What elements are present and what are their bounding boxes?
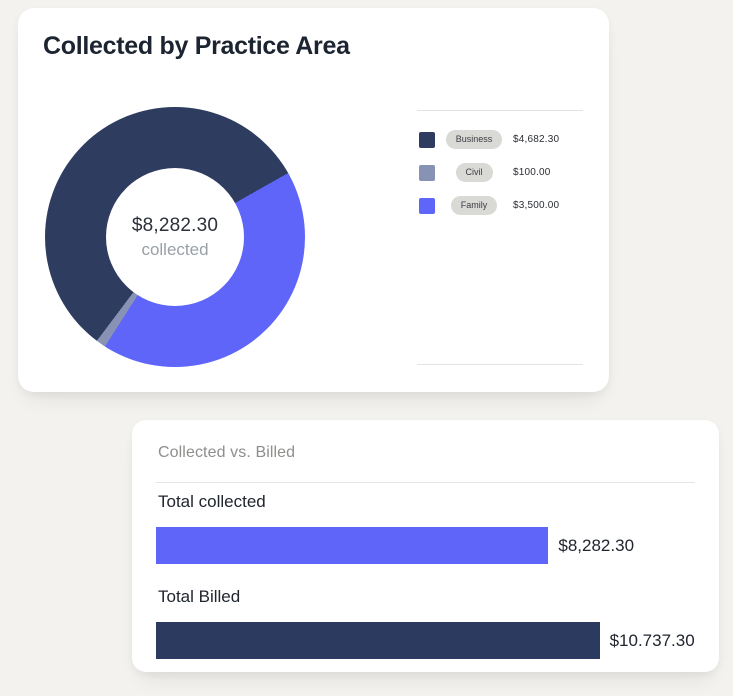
legend-pill-column: Civil xyxy=(441,163,507,182)
legend-swatch xyxy=(419,164,435,181)
donut-center-caption: collected xyxy=(141,239,209,259)
bar-chart: Total collected $8,282.30 Total Billed $10.… xyxy=(156,492,695,682)
legend-pill-column: Business xyxy=(441,130,507,149)
legend-value: $4,682.30 xyxy=(513,134,560,145)
bar-value: $10.737.30 xyxy=(609,630,695,650)
legend-item-family[interactable]: Family $3,500.00 xyxy=(417,189,583,222)
legend-value: $3,500.00 xyxy=(513,200,560,211)
collected-by-practice-area-card: Collected by Practice Area $8,282.30 col… xyxy=(18,8,609,392)
divider xyxy=(156,482,695,483)
legend-swatch xyxy=(419,197,435,214)
legend-label-pill: Business xyxy=(445,130,503,149)
donut-legend: Business $4,682.30 Civil $100.00 Family $3,50… xyxy=(417,110,583,365)
legend-item-business[interactable]: Business $4,682.30 xyxy=(417,123,583,156)
legend-label-pill: Civil xyxy=(455,163,493,182)
donut-card-title: Collected by Practice Area xyxy=(43,32,350,60)
legend-pill-column: Family xyxy=(441,196,507,215)
bar-label: Total Billed xyxy=(158,587,241,606)
donut-center: $8,282.30 collected xyxy=(106,168,244,306)
collected-vs-billed-card: Collected vs. Billed Total collected $8,2… xyxy=(132,420,719,672)
legend-swatch xyxy=(419,131,435,148)
bar-group-total-billed: Total Billed $10.737.30 xyxy=(156,587,695,659)
donut-center-value: $8,282.30 xyxy=(131,214,219,236)
legend-item-civil[interactable]: Civil $100.00 xyxy=(417,156,583,189)
donut-chart[interactable]: $8,282.30 collected xyxy=(45,107,305,367)
bar-value: $8,282.30 xyxy=(558,535,635,555)
bar[interactable] xyxy=(156,622,600,659)
bar-row: $10.737.30 xyxy=(156,622,695,659)
bar[interactable] xyxy=(156,527,549,564)
legend-value: $100.00 xyxy=(513,167,551,178)
bar-label: Total collected xyxy=(158,492,266,511)
bar-row: $8,282.30 xyxy=(156,527,695,564)
bar-card-title: Collected vs. Billed xyxy=(158,444,296,461)
bar-group-total-collected: Total collected $8,282.30 xyxy=(156,492,695,564)
legend-label-pill: Family xyxy=(450,196,498,215)
